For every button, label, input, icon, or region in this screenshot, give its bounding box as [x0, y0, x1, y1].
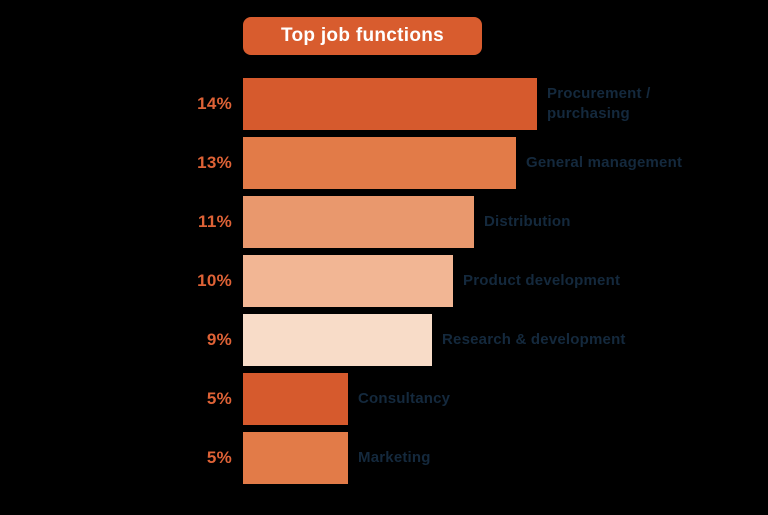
category-label: General management: [526, 153, 683, 171]
chart-row: 13% General management: [0, 137, 768, 189]
value-label: 5%: [206, 448, 232, 467]
chart-row: 10% Product development: [0, 255, 768, 307]
category-label: Research & development: [442, 330, 626, 348]
bar: [243, 137, 516, 189]
value-label: 5%: [206, 389, 232, 408]
value-label: 13%: [197, 153, 232, 172]
chart-title-badge: Top job functions: [243, 17, 482, 55]
bar: [243, 196, 474, 248]
value-label: 10%: [197, 271, 232, 290]
value-label: 11%: [198, 212, 232, 231]
bar: [243, 314, 432, 366]
category-label: Product development: [463, 271, 621, 289]
bar: [243, 255, 453, 307]
value-label: 14%: [197, 94, 232, 113]
category-label: Marketing: [358, 448, 431, 466]
category-label: Distribution: [484, 212, 571, 230]
category-label: Consultancy: [358, 389, 451, 407]
bar: [243, 432, 348, 484]
chart-row: 5% Marketing: [0, 432, 768, 484]
chart-row: 14% Procurement / purchasing: [0, 78, 768, 130]
category-label: Procurement / purchasing: [547, 84, 651, 122]
chart-title: Top job functions: [280, 25, 445, 46]
bar: [243, 78, 537, 130]
chart-row: 11% Distribution: [0, 196, 768, 248]
bar: [243, 373, 348, 425]
bar-chart: 14% Procurement / purchasing 13% General…: [0, 78, 768, 491]
chart-row: 9% Research & development: [0, 314, 768, 366]
value-label: 9%: [206, 330, 232, 349]
chart-row: 5% Consultancy: [0, 373, 768, 425]
